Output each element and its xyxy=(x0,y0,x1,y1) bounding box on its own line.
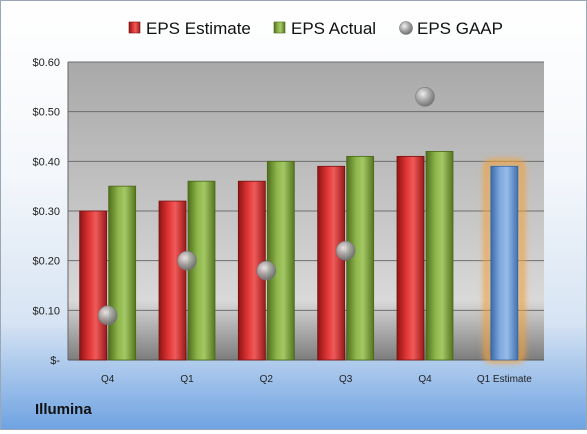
bar-eps-actual xyxy=(425,150,454,361)
x-tick-label: Q3 xyxy=(339,374,353,385)
gaap-point xyxy=(177,250,197,271)
gridlines xyxy=(68,61,544,361)
x-tick-label: Q4 xyxy=(101,374,115,385)
y-tick-label: $0.60 xyxy=(32,57,60,69)
bar-forecast xyxy=(490,165,519,361)
bar-eps-actual xyxy=(108,185,137,361)
bar-eps-estimate xyxy=(396,155,425,361)
x-tick-label: Q1 Estimate xyxy=(477,374,532,385)
bar-eps-actual xyxy=(187,180,216,361)
x-tick-label: Q4 xyxy=(418,374,432,385)
bar-eps-estimate xyxy=(317,165,346,361)
y-tick-label: $0.10 xyxy=(32,305,60,317)
y-axis: $- $0.10 $0.20 $0.30 $0.40 $0.50 $0.60 xyxy=(32,57,69,367)
y-tick-label: $0.30 xyxy=(32,206,60,218)
bar-eps-actual xyxy=(266,160,295,361)
legend-swatch xyxy=(399,21,413,35)
y-tick-label: $0.40 xyxy=(32,156,60,168)
y-tick-label: $0.20 xyxy=(32,256,60,268)
legend: EPS Estimate EPS Actual EPS GAAP xyxy=(128,19,503,38)
gaap-point xyxy=(97,305,118,326)
bar-eps-estimate xyxy=(158,200,187,361)
y-tick-label: $0.50 xyxy=(32,107,60,119)
company-name: Illumina xyxy=(35,401,92,418)
x-axis: Q4 Q1 Q2 Q3 Q4 Q1 Estimate xyxy=(101,374,532,385)
bar-eps-estimate xyxy=(79,210,108,361)
gaap-point xyxy=(256,260,277,281)
x-tick-label: Q1 xyxy=(180,374,194,385)
gaap-point xyxy=(335,240,356,261)
x-tick-label: Q2 xyxy=(260,374,274,385)
legend-label: EPS Estimate xyxy=(146,19,251,38)
legend-label: EPS GAAP xyxy=(417,19,503,38)
bars xyxy=(79,150,526,364)
y-tick-label: $- xyxy=(50,355,60,367)
gaap-point xyxy=(415,86,435,107)
legend-swatch xyxy=(128,21,141,34)
gaap-points xyxy=(97,86,435,326)
legend-swatch xyxy=(273,21,286,34)
legend-label: EPS Actual xyxy=(291,19,376,38)
